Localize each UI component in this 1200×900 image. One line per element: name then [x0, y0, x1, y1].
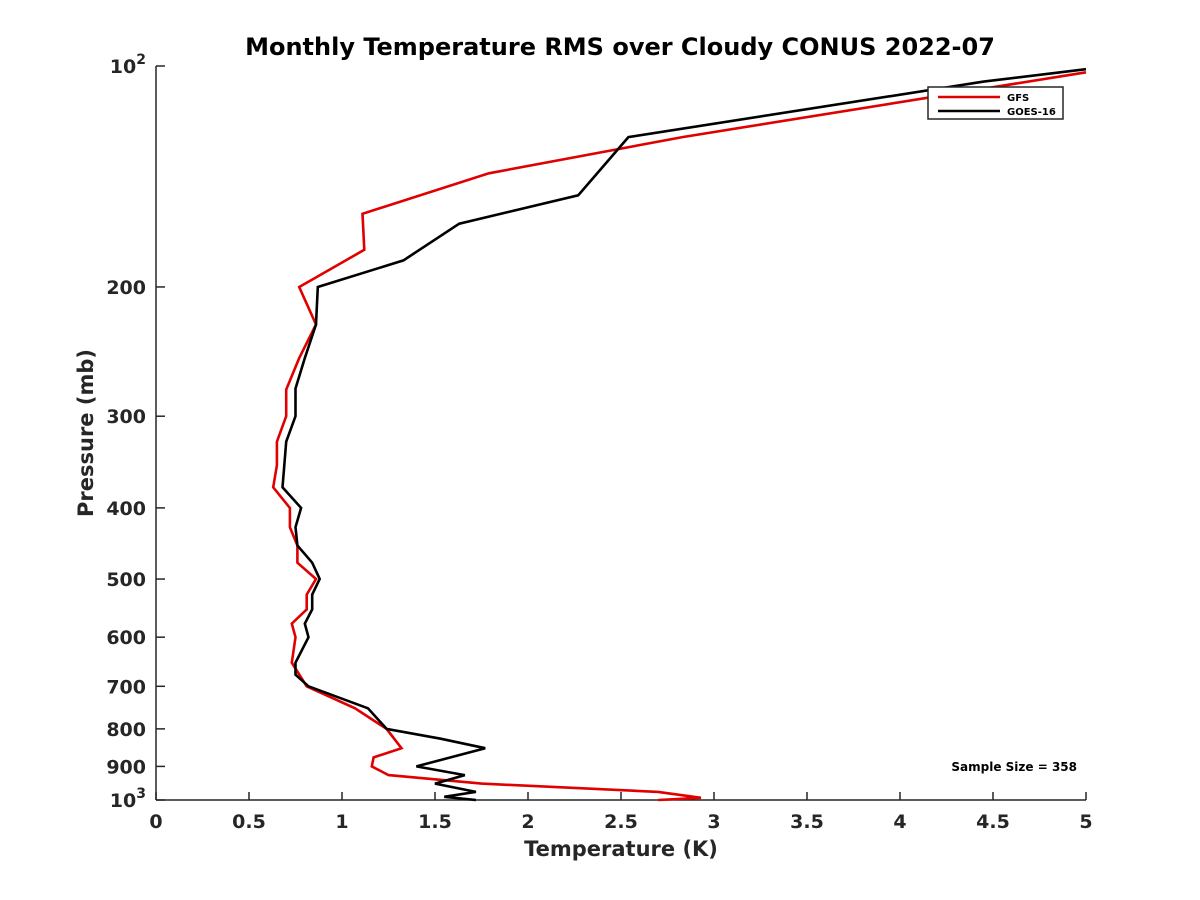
legend-box [927, 86, 1064, 120]
y-tick-label-base: 300 [106, 406, 146, 428]
y-tick-label-base: 10 [110, 790, 136, 812]
x-tick-label: 1 [335, 811, 348, 833]
y-tick-label-base: 800 [106, 719, 146, 741]
y-tick-label-exponent: 2 [136, 52, 146, 68]
legend: GFS GOES-16 [927, 86, 1064, 120]
x-tick-label: 0.5 [232, 811, 266, 833]
x-tick-label: 4.5 [976, 811, 1010, 833]
y-tick-label-base: 900 [106, 756, 146, 778]
legend-label: GFS [1007, 93, 1029, 104]
y-tick-label: 200 [106, 277, 146, 299]
x-axis-label: Temperature (K) [524, 837, 718, 861]
series-line-gfs [271, 71, 1087, 802]
x-ticks: 0 0.5 1 1.5 2 2.5 3 3.5 4 4.5 5 [149, 792, 1093, 833]
y-tick-label-base: 10 [110, 56, 136, 78]
y-tick-label: 600 [106, 627, 146, 649]
series-line-goes-16 [281, 67, 1087, 802]
y-tick-label: 700 [106, 676, 146, 698]
y-tick-label-base: 600 [106, 627, 146, 649]
y-tick-label-base: 500 [106, 569, 146, 591]
chart-title: Monthly Temperature RMS over Cloudy CONU… [245, 33, 995, 61]
sample-size-annotation: Sample Size = 358 [951, 760, 1077, 774]
legend-label: GOES-16 [1007, 107, 1056, 118]
y-tick-label: 800 [106, 719, 146, 741]
x-tick-label: 4 [893, 811, 906, 833]
x-tick-label: 3.5 [790, 811, 824, 833]
y-tick-label: 300 [106, 406, 146, 428]
y-tick-label-base: 700 [106, 676, 146, 698]
y-tick-label-base: 200 [106, 277, 146, 299]
x-tick-label: 1.5 [418, 811, 452, 833]
x-tick-label: 2 [521, 811, 534, 833]
y-axis-label: Pressure (mb) [74, 349, 98, 517]
x-tick-label: 5 [1079, 811, 1092, 833]
y-tick-label: 103 [110, 786, 146, 812]
x-tick-label: 3 [707, 811, 720, 833]
y-tick-label: 500 [106, 569, 146, 591]
x-tick-label: 0 [149, 811, 162, 833]
y-tick-label-exponent: 3 [136, 786, 146, 802]
y-tick-label: 400 [106, 498, 146, 520]
y-tick-label-base: 400 [106, 498, 146, 520]
y-tick-label: 102 [110, 52, 146, 78]
series-lines [271, 67, 1087, 802]
y-tick-label: 900 [106, 756, 146, 778]
x-tick-label: 2.5 [604, 811, 638, 833]
